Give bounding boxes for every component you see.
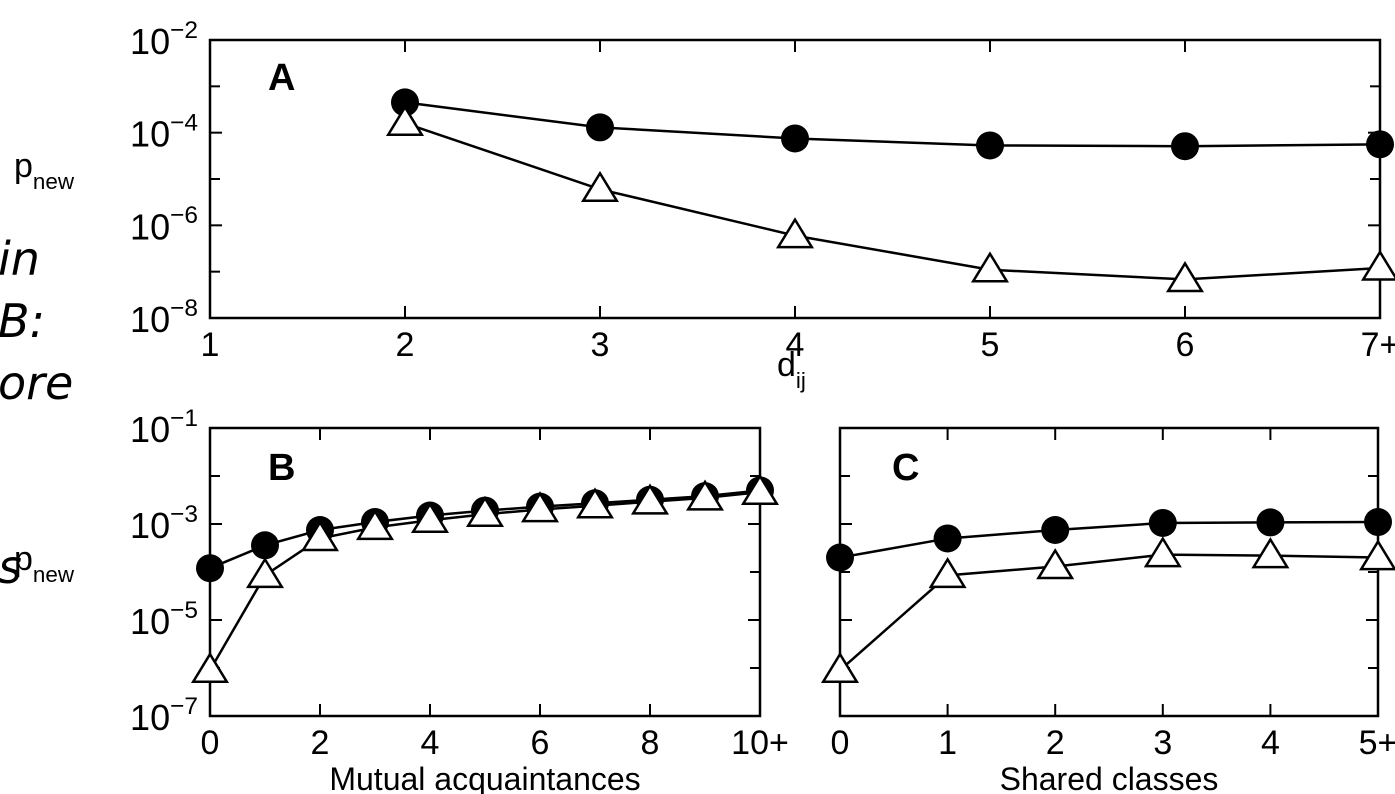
y-tick-label: 10−6	[130, 202, 198, 247]
data-point-triangle	[190, 651, 230, 683]
data-point-circle	[586, 113, 614, 142]
x-tick-label: 0	[201, 724, 220, 762]
data-point-triangle	[580, 170, 620, 203]
data-point-triangle	[1165, 261, 1205, 293]
data-point-triangle	[410, 501, 450, 533]
panel-letter: A	[268, 57, 295, 99]
data-point-triangle	[970, 251, 1010, 283]
data-point-triangle	[820, 651, 860, 683]
data-point-triangle	[685, 479, 725, 511]
x-tick-label: 5+	[1359, 724, 1395, 762]
panel-a-chart: 10−8 10−6 10−4 10−2 1 2 3 4 5 6 7+ dij pnew A	[14, 17, 1395, 393]
data-point-circle	[1148, 508, 1177, 537]
cropped-text-line: in	[0, 232, 40, 286]
data-point-triangle	[1360, 249, 1395, 281]
x-tick-label: 2	[1046, 724, 1065, 762]
y-tick-label: 10−8	[130, 295, 198, 340]
x-tick-label: 8	[641, 724, 660, 762]
data-point-triangle	[775, 217, 815, 249]
data-point-circle	[1041, 515, 1070, 544]
x-axis-label: dij	[777, 346, 806, 393]
series-line	[839, 520, 1379, 559]
x-tick-label: 3	[1153, 724, 1172, 762]
panel-letter: B	[268, 447, 295, 489]
x-tick-label: 4	[1261, 724, 1280, 762]
series-line	[404, 122, 1381, 281]
data-point-circle	[391, 88, 419, 117]
y-tick-label: 10−7	[130, 693, 198, 738]
data-point-triangle	[245, 556, 285, 589]
x-tick-label: 1	[201, 326, 220, 364]
y-tick-label: 10−5	[130, 597, 198, 642]
x-tick-label: 3	[591, 326, 610, 364]
cropped-text-line: B:	[0, 294, 45, 348]
series-line	[404, 101, 1381, 148]
data-point-circle	[1171, 132, 1199, 161]
data-point-triangle	[300, 520, 340, 552]
series-line	[839, 553, 1379, 672]
x-tick-label: 4	[786, 326, 805, 364]
data-point-triangle	[385, 104, 425, 136]
y-tick-label: 10−2	[130, 17, 198, 62]
x-tick-label: 7+	[1361, 326, 1395, 364]
data-point-triangle	[1036, 548, 1075, 580]
plot-frame	[208, 38, 1382, 320]
data-point-triangle	[740, 473, 780, 505]
y-tick-label: 10−4	[130, 109, 198, 154]
cropped-text-line: s	[0, 540, 22, 594]
cropped-side-text: in B: ore s	[0, 232, 73, 594]
data-point-triangle	[1143, 536, 1182, 568]
data-point-triangle	[928, 556, 967, 589]
x-tick-label: 4	[421, 724, 440, 762]
panel-letter: C	[892, 447, 919, 489]
x-tick-label: 5	[981, 326, 1000, 364]
data-point-circle	[1366, 130, 1394, 159]
data-point-circle	[781, 124, 809, 153]
data-point-triangle	[1251, 537, 1290, 569]
cropped-text-line: ore	[0, 356, 73, 410]
data-point-triangle	[1358, 539, 1395, 571]
y-tick-label: 10−1	[130, 405, 198, 450]
data-point-triangle	[630, 483, 670, 515]
x-tick-label: 1	[938, 724, 957, 762]
data-point-circle	[1364, 508, 1392, 537]
x-tick-label: 0	[831, 724, 850, 762]
data-point-circle	[933, 524, 962, 553]
data-point-circle	[826, 543, 854, 572]
data-point-circle	[196, 554, 224, 583]
y-tick-label: 10−3	[130, 501, 198, 546]
x-tick-label: 2	[396, 326, 415, 364]
x-tick-label: 6	[531, 724, 550, 762]
data-point-triangle	[520, 491, 560, 523]
data-point-circle	[1256, 508, 1285, 537]
panel-b-chart: 10−7 10−5 10−3 10−1 0 2 4 6 8 10+ Mutual acquainta…	[14, 405, 789, 794]
y-axis-label: pnew	[14, 147, 75, 194]
plot-frame	[838, 426, 1380, 718]
x-axis-label: Shared classes	[1000, 761, 1219, 794]
data-point-circle	[976, 131, 1004, 160]
data-point-triangle	[465, 495, 505, 527]
data-point-triangle	[575, 487, 615, 519]
y-axis-label: pnew	[14, 540, 75, 587]
data-point-triangle	[355, 508, 395, 541]
panel-c-chart: 0 1 2 3 4 5+ Shared classes C	[820, 426, 1395, 794]
x-tick-label: 10+	[731, 724, 789, 762]
x-tick-label: 6	[1176, 326, 1195, 364]
x-tick-label: 2	[311, 724, 330, 762]
x-axis-label: Mutual acquaintances	[329, 761, 640, 794]
data-point-circle	[251, 531, 279, 560]
